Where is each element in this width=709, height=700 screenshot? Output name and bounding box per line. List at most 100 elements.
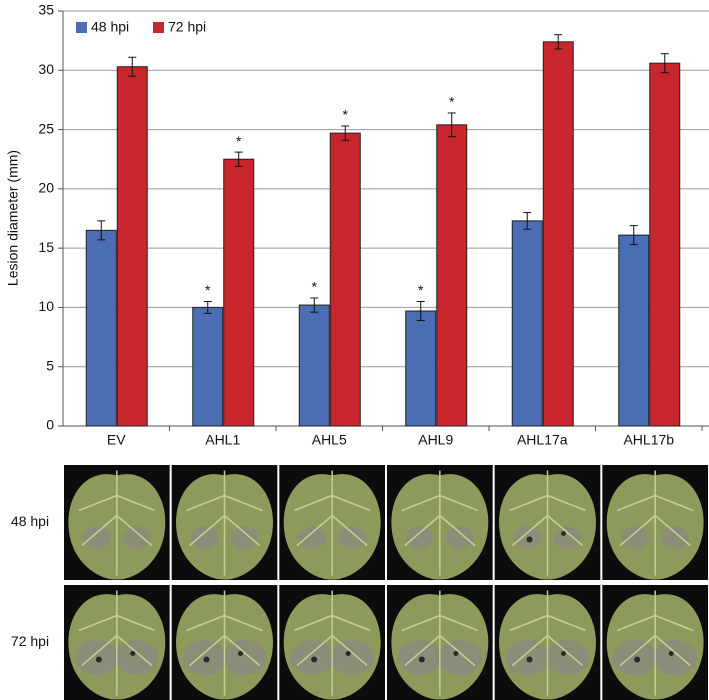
lesion — [298, 526, 327, 549]
necrosis — [418, 656, 425, 663]
error-bar — [203, 301, 212, 314]
error-bar — [447, 112, 456, 138]
x-tick-label: AHL17b — [623, 432, 674, 448]
leaf-photo — [64, 585, 170, 700]
necrosis — [526, 656, 533, 663]
bar — [192, 306, 224, 427]
legend-label: 72 hpi — [168, 19, 206, 35]
lesion — [230, 526, 259, 549]
lesion — [437, 639, 482, 676]
row-label: 72 hpi — [11, 633, 49, 649]
significance-marker: * — [343, 107, 349, 123]
significance-marker: * — [312, 279, 318, 295]
x-tick-label: AHL5 — [312, 432, 347, 448]
vein — [509, 470, 586, 576]
y-tick-label: 15 — [38, 239, 54, 255]
bar — [329, 132, 361, 427]
error-bar — [416, 301, 425, 321]
legend-swatch — [153, 22, 164, 33]
necrosis — [561, 651, 566, 656]
bar — [511, 220, 543, 427]
lesion — [553, 526, 582, 549]
leaf-photo — [171, 465, 278, 580]
significance-marker: * — [418, 282, 424, 298]
leaf-photo — [387, 585, 493, 700]
error-bar — [341, 125, 350, 141]
bar — [85, 229, 117, 427]
legend-label: 48 hpi — [91, 19, 129, 35]
x-tick-label: AHL9 — [418, 432, 453, 448]
necrosis — [634, 656, 641, 663]
bar — [436, 124, 468, 427]
leaf-photo — [387, 465, 493, 580]
vein — [509, 590, 586, 696]
lesion — [222, 639, 267, 676]
x-tick-label: EV — [107, 432, 126, 448]
leaf-photo — [494, 585, 601, 700]
y-tick-label: 0 — [46, 417, 54, 433]
bar — [298, 304, 330, 427]
significance-marker: * — [236, 133, 242, 149]
row-label: 48 hpi — [11, 513, 49, 529]
photo-panel: 48 hpi 72 hpi — [11, 465, 708, 700]
lesion — [653, 639, 698, 676]
vein — [616, 590, 694, 696]
leaf-photo — [279, 465, 385, 580]
vein — [401, 470, 479, 576]
necrosis — [668, 651, 674, 656]
y-tick-label: 10 — [38, 298, 54, 314]
x-tick-label: AHL1 — [205, 432, 240, 448]
vein — [78, 590, 156, 696]
y-tick-label: 5 — [46, 357, 54, 373]
error-bar — [629, 225, 638, 246]
necrosis — [95, 656, 102, 663]
lesion — [445, 526, 474, 549]
vein — [293, 590, 371, 696]
necrosis — [526, 536, 533, 543]
error-bar — [234, 151, 243, 167]
lesion — [405, 526, 434, 549]
vein — [616, 470, 694, 576]
bar — [542, 41, 574, 427]
error-bar — [128, 56, 137, 77]
error-bar — [523, 212, 532, 230]
y-tick-label: 20 — [38, 180, 54, 196]
bar — [649, 62, 681, 427]
y-tick-label: 25 — [38, 120, 54, 136]
necrosis — [238, 651, 243, 656]
vein — [401, 590, 479, 696]
significance-marker: * — [449, 94, 455, 110]
leaf-photo — [171, 585, 278, 700]
error-bar — [660, 53, 669, 74]
leaf-photo — [602, 585, 708, 700]
lesion — [82, 526, 111, 549]
x-tick-label: AHL17a — [517, 432, 568, 448]
necrosis — [311, 656, 318, 663]
leaf-photo — [602, 465, 708, 580]
vein — [78, 470, 156, 576]
lesion — [338, 526, 367, 549]
leaf-photo — [64, 465, 170, 580]
lesion — [114, 639, 159, 676]
y-tick-label: 35 — [38, 2, 54, 18]
necrosis — [345, 651, 351, 656]
lesion — [661, 526, 690, 549]
vein — [186, 470, 263, 576]
vein — [186, 590, 263, 696]
leaf-photo — [494, 465, 601, 580]
vein — [293, 470, 371, 576]
lesion — [621, 526, 650, 549]
error-bar — [97, 220, 106, 241]
necrosis — [130, 651, 136, 656]
necrosis — [453, 651, 459, 656]
error-bar — [310, 297, 319, 313]
y-axis-label: Lesion diameter (mm) — [5, 150, 21, 286]
lesion — [190, 526, 219, 549]
leaf-photo — [279, 585, 385, 700]
error-bar — [554, 34, 563, 50]
legend-swatch — [76, 22, 87, 33]
necrosis — [561, 531, 566, 536]
significance-marker: * — [205, 282, 211, 298]
necrosis — [203, 656, 210, 663]
